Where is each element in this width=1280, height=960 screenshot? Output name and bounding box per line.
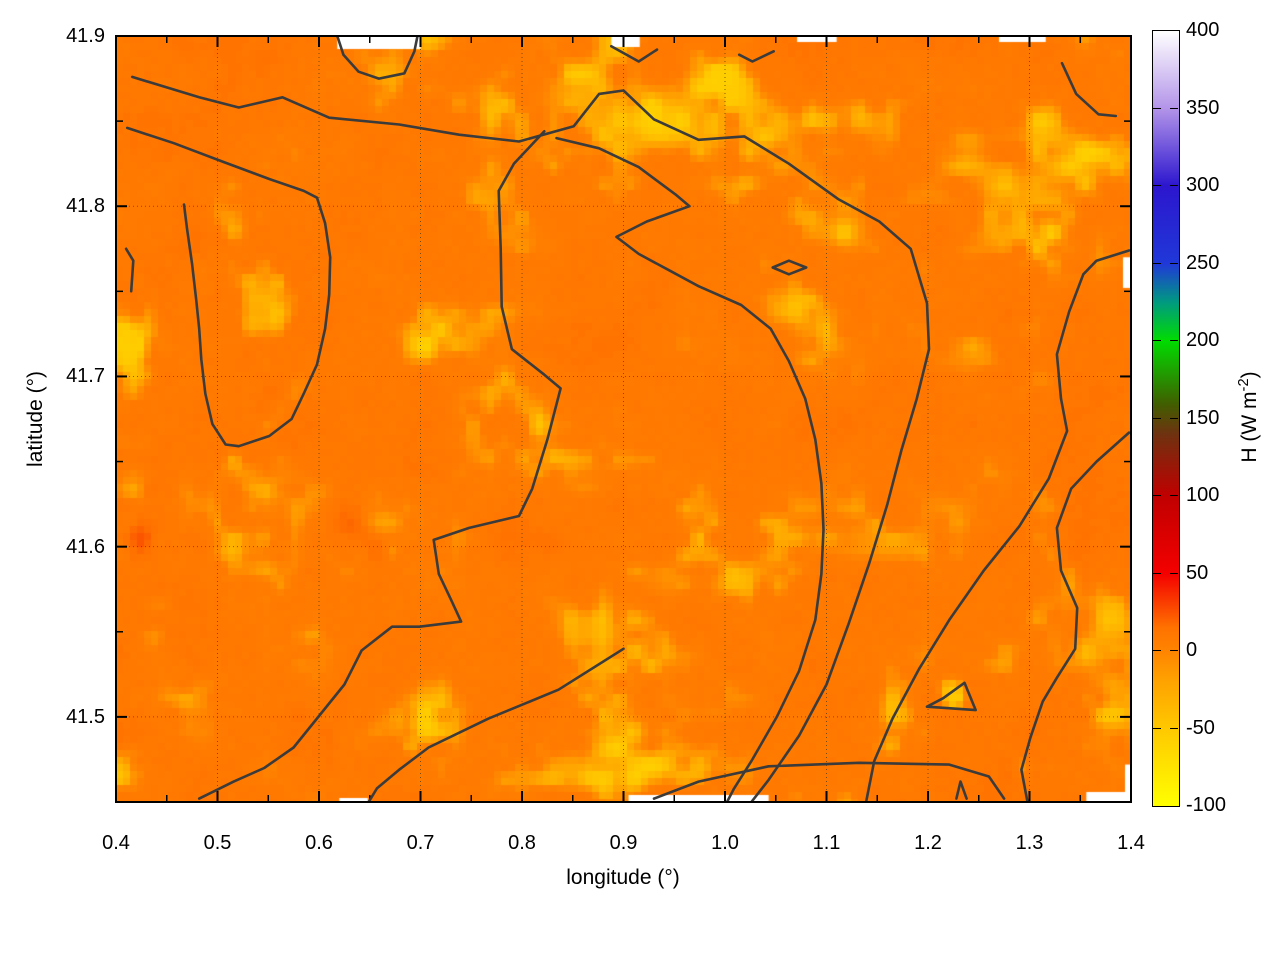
colorbar-tick-label: 0 — [1186, 639, 1198, 661]
colorbar-tick-mark — [1170, 185, 1178, 186]
x-axis-title: longitude (°) — [566, 866, 680, 889]
contour-line — [197, 130, 562, 800]
contour-line — [955, 780, 968, 800]
contour-line — [1020, 431, 1131, 803]
contour-line — [125, 126, 332, 448]
contour-overlay-svg — [115, 35, 1132, 803]
y-tick-label: 41.7 — [66, 365, 105, 388]
contour-line — [124, 247, 135, 293]
y-tick-label: 41.6 — [66, 535, 105, 558]
x-tick-label: 1.1 — [812, 832, 841, 854]
colorbar-tick-label: 250 — [1186, 251, 1220, 274]
x-tick-label: 1.4 — [1117, 832, 1145, 854]
x-tick-label: 0.9 — [609, 832, 638, 854]
contour-line — [555, 136, 825, 803]
colorbar-tick-mark — [1170, 572, 1178, 574]
colorbar-tick-label: 150 — [1186, 406, 1220, 429]
colorbar-title-prefix: H (W m — [1238, 391, 1261, 463]
colorbar-tick-mark — [1153, 185, 1161, 186]
colorbar-tick-label: 100 — [1186, 484, 1220, 506]
colorbar-title-suffix: ) — [1238, 371, 1261, 379]
y-tick-label: 41.9 — [66, 25, 105, 47]
contour-line — [367, 647, 625, 803]
contour-line — [864, 249, 1131, 803]
colorbar-tick-mark — [1153, 495, 1161, 496]
colorbar-tick-mark — [1153, 340, 1161, 341]
contour-line — [336, 35, 419, 80]
colorbar-tick-mark — [1153, 727, 1161, 729]
contour-line — [1060, 61, 1118, 118]
colorbar-title-superscript: -2 — [1236, 378, 1252, 392]
colorbar-tick-label: 350 — [1186, 96, 1220, 119]
colorbar-tick-label: 200 — [1186, 329, 1220, 351]
colorbar-tick-mark — [1153, 417, 1161, 419]
colorbar-tick-mark — [1170, 727, 1178, 729]
colorbar-tick-label: 50 — [1186, 561, 1209, 584]
colorbar-tick-label: -50 — [1186, 716, 1215, 739]
y-axis-title: latitude (°) — [24, 371, 47, 467]
contour-line — [609, 44, 659, 63]
colorbar-tick-mark — [1170, 650, 1178, 651]
contour-line — [652, 761, 1006, 800]
colorbar-tick-mark — [1153, 572, 1161, 574]
colorbar-tick-mark — [1153, 262, 1161, 264]
x-tick-label: 0.7 — [406, 832, 435, 854]
x-tick-label: 0.8 — [508, 832, 536, 854]
colorbar-tick-mark — [1170, 107, 1178, 109]
colorbar-tick-mark — [1153, 650, 1161, 651]
colorbar-tick-label: 300 — [1186, 174, 1220, 196]
heatmap-canvas — [116, 36, 1131, 802]
colorbar-tick-mark — [1170, 262, 1178, 264]
x-tick-label: 1.0 — [711, 832, 739, 854]
colorbar — [1152, 30, 1180, 807]
colorbar-tick-mark — [1170, 340, 1178, 341]
colorbar-tick-mark — [1170, 495, 1178, 496]
colorbar-title: H (W m-2) — [1236, 371, 1262, 462]
contour-line — [925, 681, 978, 712]
colorbar-tick-mark — [1153, 107, 1161, 109]
colorbar-tick-label: 400 — [1186, 19, 1220, 41]
contour-line — [130, 75, 931, 803]
colorbar-tick-label: -100 — [1186, 794, 1227, 816]
y-tick-label: 41.8 — [66, 195, 105, 218]
x-tick-label: 1.2 — [914, 832, 942, 854]
plot-frame — [115, 35, 1132, 803]
x-tick-label: 0.6 — [305, 832, 333, 854]
x-tick-label: 0.5 — [203, 832, 232, 854]
x-tick-label: 0.4 — [102, 832, 130, 854]
contour-line — [771, 259, 808, 276]
heatmap-plot-area — [115, 35, 1132, 803]
colorbar-tick-mark — [1170, 417, 1178, 419]
colorbar-gradient — [1153, 31, 1179, 806]
x-tick-label: 1.3 — [1015, 832, 1044, 854]
y-tick-label: 41.5 — [66, 705, 105, 728]
contour-line — [737, 49, 776, 63]
